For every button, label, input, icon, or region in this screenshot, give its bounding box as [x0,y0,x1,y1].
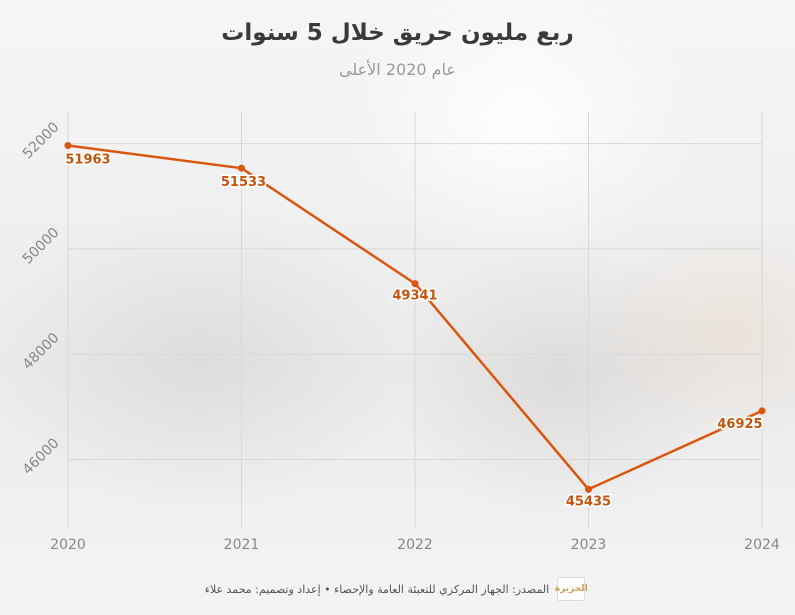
y-tick-label: 46000 [20,435,63,478]
x-gridlines [67,112,763,528]
brand-logo: الجزيرة [554,577,588,601]
y-tick-label: 52000 [20,119,63,162]
data-points [64,142,766,493]
y-tick-label: 50000 [20,225,63,268]
chart-title: ربع مليون حريق خلال 5 سنوات [221,20,574,46]
data-label: 49341 [392,289,437,304]
data-point [411,280,419,288]
data-point [758,407,766,415]
data-label: 51963 [65,153,110,168]
x-tick-label: 2024 [744,537,780,553]
data-label: 46925 [717,417,762,432]
data-label: 51533 [221,175,266,190]
data-label: 45435 [566,494,611,509]
footer: المصدر: الجهاز المركزي للتعبئة العامة وا… [180,576,610,602]
data-point [64,142,72,150]
chart-subtitle: عام 2020 الأعلى [339,60,456,79]
x-tick-label: 2020 [50,537,86,553]
x-tick-label: 2022 [397,537,433,553]
source-credit: المصدر: الجهاز المركزي للتعبئة العامة وا… [204,582,550,596]
x-tick-label: 2023 [571,537,607,553]
logo-text: الجزيرة [554,584,588,594]
data-point [238,164,245,172]
y-gridlines [68,143,762,461]
y-tick-label: 48000 [20,330,63,373]
data-labels: 51963 51533 49341 45435 46925 [64,151,764,511]
y-tick-labels: 46000 48000 50000 52000 [20,119,63,478]
data-point [585,485,592,493]
x-tick-label: 2021 [224,537,260,553]
x-tick-labels: 2020 2021 2022 2023 2024 [50,537,780,553]
